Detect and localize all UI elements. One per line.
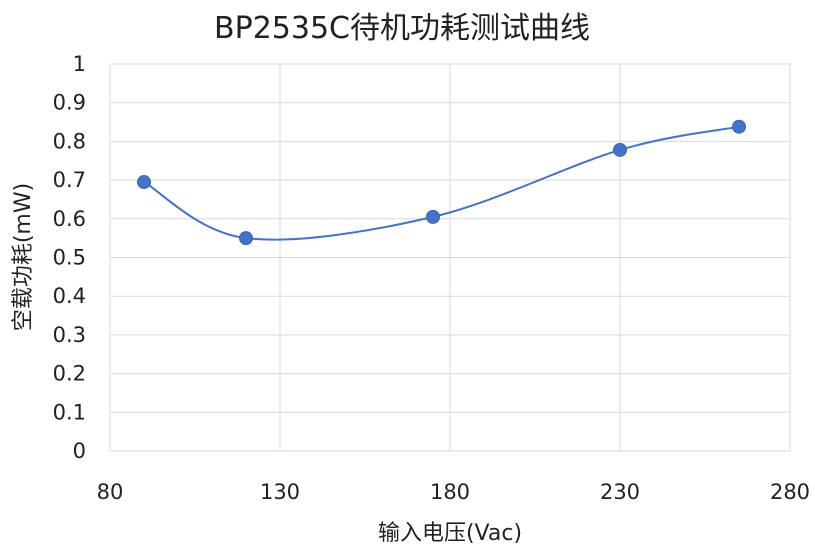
data-point (426, 209, 440, 224)
y-tick-label: 0.6 (53, 207, 86, 231)
x-tick-label: 180 (430, 480, 470, 504)
x-tick-label: 130 (260, 480, 300, 504)
chart-title: BP2535C待机功耗测试曲线 (214, 11, 590, 46)
x-tick-label: 280 (770, 480, 810, 504)
gridlines (109, 63, 791, 452)
y-tick-label: 0.7 (53, 168, 86, 192)
y-tick-label: 0 (73, 439, 86, 463)
x-tick-label: 80 (97, 480, 124, 504)
x-axis-label: 输入电压(Vac) (378, 521, 522, 546)
y-tick-label: 0.2 (53, 362, 86, 386)
x-axis-ticks: 80 130 180 230 280 (97, 480, 810, 504)
y-tick-label: 0.1 (53, 400, 86, 424)
data-point (613, 142, 627, 157)
y-tick-label: 0.8 (53, 129, 86, 153)
y-tick-label: 0.4 (53, 284, 86, 308)
data-point (732, 119, 746, 134)
y-tick-label: 0.3 (53, 323, 86, 347)
data-point (239, 231, 253, 246)
y-tick-label: 1 (73, 52, 86, 76)
y-tick-label: 0.9 (53, 91, 86, 115)
y-tick-label: 0.5 (53, 246, 86, 270)
x-tick-label: 230 (600, 480, 640, 504)
y-axis-ticks: 0 0.1 0.2 0.3 0.4 0.5 0.6 0.7 0.8 0.9 1 (53, 52, 86, 463)
series-points (137, 119, 746, 246)
data-point (137, 175, 151, 190)
y-axis-label: 空载功耗(mW) (11, 183, 36, 331)
series-curve (143, 125, 740, 241)
plot-area (109, 63, 791, 452)
